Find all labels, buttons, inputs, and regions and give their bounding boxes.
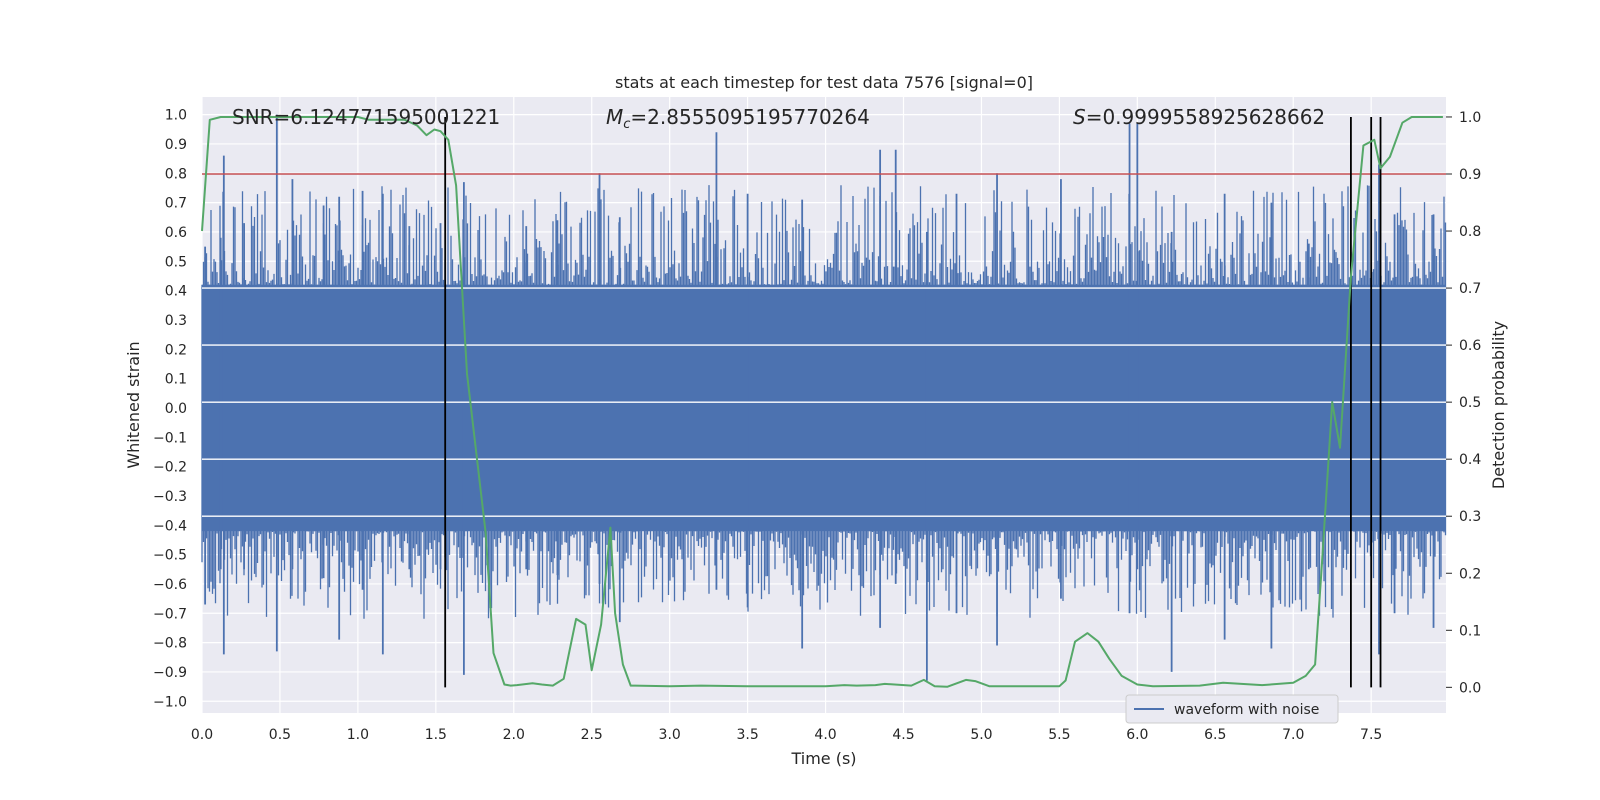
y2-tick-label: 0.3 [1459,509,1481,525]
legend: waveform with noise [1125,694,1339,724]
chirp-mass-symbol: M [606,105,623,129]
waveform-series [201,114,1447,681]
y2-tick-label: 0.5 [1459,395,1481,411]
y-tick-label: −0.9 [153,665,187,681]
y-tick-label: 0.0 [165,401,187,417]
chirp-mass-value: =2.8555095195770264 [630,105,869,129]
x-tick-label: 1.5 [425,727,447,743]
x-tick-label: 0.0 [191,727,213,743]
y-tick-label: 0.8 [165,166,187,182]
probability-line [201,116,1443,688]
y-tick-label: 0.5 [165,254,187,270]
x-tick-label: 7.5 [1360,727,1382,743]
x-tick-label: 3.0 [659,727,681,743]
y-tick-label: 0.9 [165,137,187,153]
y-tick-label: 0.4 [165,284,187,300]
x-tick-labels: 0.0 0.5 1.0 1.5 2.0 2.5 3.0 3.5 4.0 4.5 5.0 5.5 6.0 6… [191,727,1382,743]
x-tick-label: 3.5 [736,727,758,743]
y-tick-label: −0.3 [153,489,187,505]
y-tick-label: −0.1 [153,430,187,446]
y2-tick-label: 0.9 [1459,167,1481,183]
x-tick-label: 6.5 [1204,727,1226,743]
legend-box [1125,694,1339,724]
score-symbol: S [1073,105,1086,129]
x-tick-label: 4.5 [892,727,914,743]
y2-tick-label: 0.4 [1459,452,1481,468]
x-tick-label: 4.0 [814,727,836,743]
y2-tick-label: 1.0 [1459,110,1481,126]
y-tick-label: −0.5 [153,548,187,564]
chirp-mass-annotation: Mc=2.8555095195770264 [606,105,870,132]
chart-title: stats at each timestep for test data 757… [615,73,1033,92]
probability-series [201,116,1443,688]
y2-tick-label: 0.7 [1459,281,1481,297]
chirp-mass-subscript: c [623,117,630,132]
legend-label: waveform with noise [1174,702,1319,718]
snr-annotation: SNR=6.124771595001221 [232,105,500,129]
y-tick-label: −0.4 [153,518,187,534]
y2-tick-label: 0.0 [1459,680,1481,696]
x-tick-label: 1.0 [347,727,369,743]
x-tick-label: 6.0 [1126,727,1148,743]
y-tick-label: 0.7 [165,196,187,212]
score-annotation: S=0.9999558925628662 [1073,105,1325,129]
x-axis-label: Time (s) [790,749,856,768]
y2-tick-label: 0.6 [1459,338,1481,354]
y2-tick-label: 0.8 [1459,224,1481,240]
y-tick-label: 0.3 [165,313,187,329]
vertical-markers [444,116,1382,688]
waveform-overlay-gridlines [202,287,1446,517]
y-tick-label: 0.2 [165,342,187,358]
x-tick-label: 5.0 [970,727,992,743]
y-tick-label: −0.8 [153,636,187,652]
x-tick-label: 2.5 [581,727,603,743]
y2-tick-labels: 1.0 0.9 0.8 0.7 0.6 0.5 0.4 0.3 0.2 0.1 0.0 [1446,110,1481,696]
x-tick-label: 2.0 [503,727,525,743]
y2-tick-label: 0.1 [1459,623,1481,639]
y2-axis-label: Detection probability [1489,321,1508,489]
x-tick-label: 7.0 [1282,727,1304,743]
y-tick-label: −1.0 [153,694,187,710]
score-value: =0.9999558925628662 [1086,105,1325,129]
y-axis-label: Whitened strain [124,341,143,468]
x-tick-label: 0.5 [269,727,291,743]
y-tick-label: −0.7 [153,606,187,622]
y-tick-label: −0.2 [153,460,187,476]
y-tick-labels: 1.0 0.9 0.8 0.7 0.6 0.5 0.4 0.3 0.2 0.1 0.0 −0.1 −0.… [153,108,187,711]
y-tick-label: −0.6 [153,577,187,593]
x-tick-label: 5.5 [1048,727,1070,743]
y-tick-label: 1.0 [165,108,187,124]
y-tick-label: 0.6 [165,225,187,241]
y2-tick-label: 0.2 [1459,566,1481,582]
y-tick-label: 0.1 [165,372,187,388]
